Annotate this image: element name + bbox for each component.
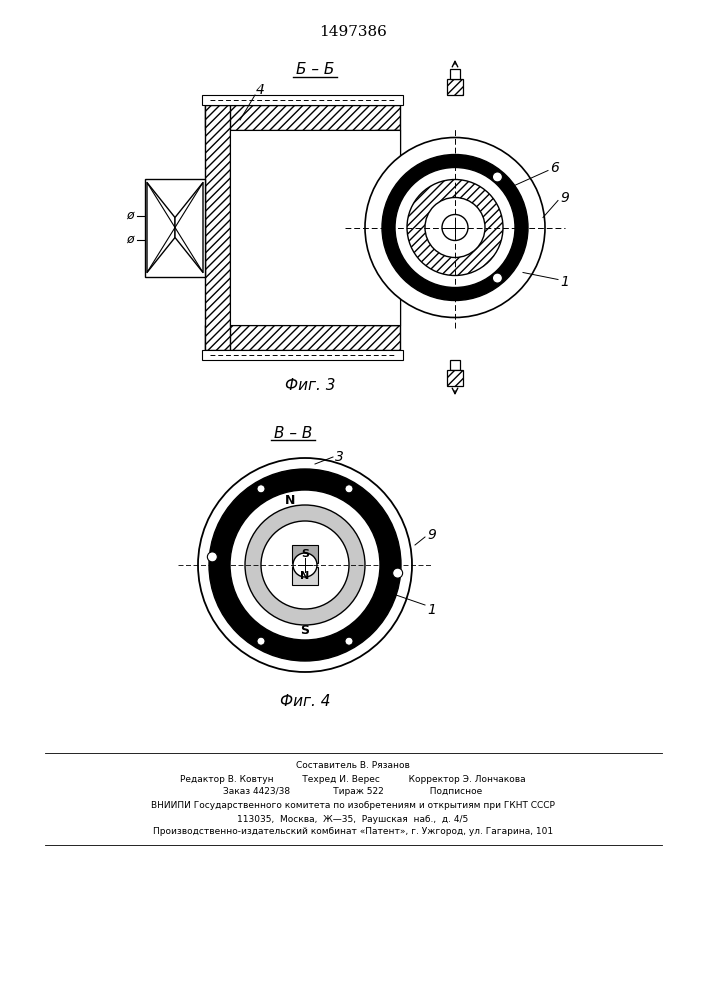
Circle shape [345,637,353,645]
Bar [205,325,400,350]
Text: 3: 3 [335,450,344,464]
Bar [292,567,318,585]
Text: 1: 1 [561,275,569,290]
Circle shape [261,521,349,609]
Bar [450,360,460,370]
Bar [447,370,463,386]
Circle shape [392,568,403,578]
Text: N: N [285,493,296,506]
Text: Фиг. 3: Фиг. 3 [285,377,335,392]
Text: Составитель В. Рязанов: Составитель В. Рязанов [296,760,410,770]
Text: 9: 9 [561,190,569,205]
Text: ø: ø [126,233,134,246]
Circle shape [257,485,265,493]
Circle shape [425,198,485,257]
Bar [450,69,460,79]
Text: ВНИИПИ Государственного комитета по изобретениям и открытиям при ГКНТ СССР: ВНИИПИ Государственного комитета по изоб… [151,802,555,810]
Bar [205,105,400,130]
Bar [447,79,463,95]
Text: 6: 6 [551,160,559,174]
Bar [202,350,403,360]
Circle shape [209,469,401,661]
Text: S: S [300,624,310,637]
Circle shape [198,458,412,672]
Polygon shape [175,182,203,272]
Circle shape [492,172,503,182]
Bar [230,130,400,325]
Bar [375,253,400,325]
Circle shape [407,180,503,275]
Circle shape [395,167,515,288]
Circle shape [230,490,380,640]
Text: ø: ø [126,209,134,222]
Circle shape [293,553,317,577]
Circle shape [245,505,365,625]
Text: N: N [300,571,310,581]
Text: 113035,  Москва,  Ж—35,  Раушская  наб.,  д. 4/5: 113035, Москва, Ж—35, Раушская наб., д. … [238,814,469,824]
Circle shape [492,273,503,283]
Text: Редактор В. Ковтун          Техред И. Верес          Корректор Э. Лончакова: Редактор В. Ковтун Техред И. Верес Корре… [180,774,526,784]
Circle shape [257,637,265,645]
Text: 4: 4 [255,83,264,97]
Text: 1: 1 [427,603,436,617]
Circle shape [207,552,217,562]
Text: 1497386: 1497386 [319,25,387,39]
Text: В – В: В – В [274,426,312,440]
Bar [202,95,403,105]
Circle shape [382,154,528,300]
Text: Фиг. 4: Фиг. 4 [280,694,330,710]
Bar [375,130,400,202]
Bar [205,105,230,350]
Text: Заказ 4423/38               Тираж 522                Подписное: Заказ 4423/38 Тираж 522 Подписное [223,788,483,796]
Text: Б – Б: Б – Б [296,62,334,78]
Text: Производственно-издательский комбинат «Патент», г. Ужгород, ул. Гагарина, 101: Производственно-издательский комбинат «П… [153,828,553,836]
Circle shape [365,137,545,318]
Text: 9: 9 [427,528,436,542]
Bar [145,178,205,276]
Text: S: S [301,549,309,559]
Circle shape [442,215,468,240]
Bar [292,545,318,563]
Circle shape [345,485,353,493]
Polygon shape [147,182,175,272]
